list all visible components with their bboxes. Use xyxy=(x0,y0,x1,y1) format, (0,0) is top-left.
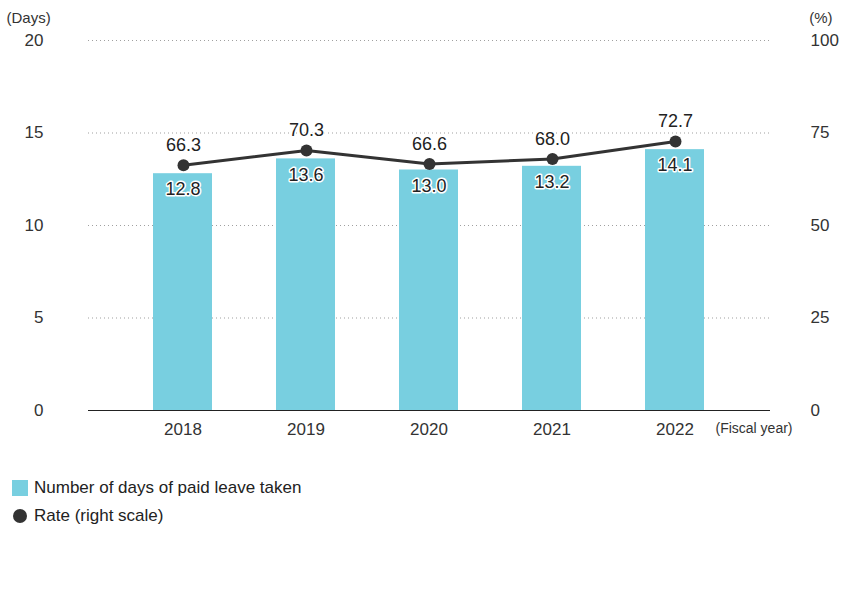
svg-text:2019: 2019 xyxy=(287,420,325,439)
svg-text:50: 50 xyxy=(811,216,830,235)
svg-text:2018: 2018 xyxy=(164,420,202,439)
svg-text:70.3: 70.3 xyxy=(289,120,324,140)
svg-text:68.0: 68.0 xyxy=(535,129,570,149)
svg-text:0: 0 xyxy=(811,401,820,420)
svg-text:25: 25 xyxy=(811,308,830,327)
svg-text:2020: 2020 xyxy=(410,420,448,439)
svg-text:14.1: 14.1 xyxy=(657,155,692,175)
svg-text:13.0: 13.0 xyxy=(411,176,446,196)
svg-text:20: 20 xyxy=(25,31,44,50)
svg-text:66.6: 66.6 xyxy=(412,134,447,154)
svg-text:75: 75 xyxy=(811,123,830,142)
svg-text:10: 10 xyxy=(25,216,44,235)
svg-text:5: 5 xyxy=(34,308,43,327)
svg-text:13.6: 13.6 xyxy=(288,165,323,185)
svg-text:15: 15 xyxy=(25,123,44,142)
html-text:Number of days of paid leave t: Number of days of paid leave taken xyxy=(34,478,302,497)
svg-text:0: 0 xyxy=(34,401,43,420)
svg-text:100: 100 xyxy=(811,31,839,50)
svg-text:2022: 2022 xyxy=(656,420,694,439)
svg-text:13.2: 13.2 xyxy=(534,172,569,192)
svg-text:12.8: 12.8 xyxy=(165,179,200,199)
svg-text:72.7: 72.7 xyxy=(658,111,693,131)
svg-text:2021: 2021 xyxy=(533,420,571,439)
svg-text:(%): (%) xyxy=(809,9,832,26)
svg-text:(Fiscal year): (Fiscal year) xyxy=(715,420,792,436)
svg-text:(Days): (Days) xyxy=(7,9,51,26)
html-text:Rate (right scale): Rate (right scale) xyxy=(34,506,164,525)
svg-text:66.3: 66.3 xyxy=(166,135,201,155)
